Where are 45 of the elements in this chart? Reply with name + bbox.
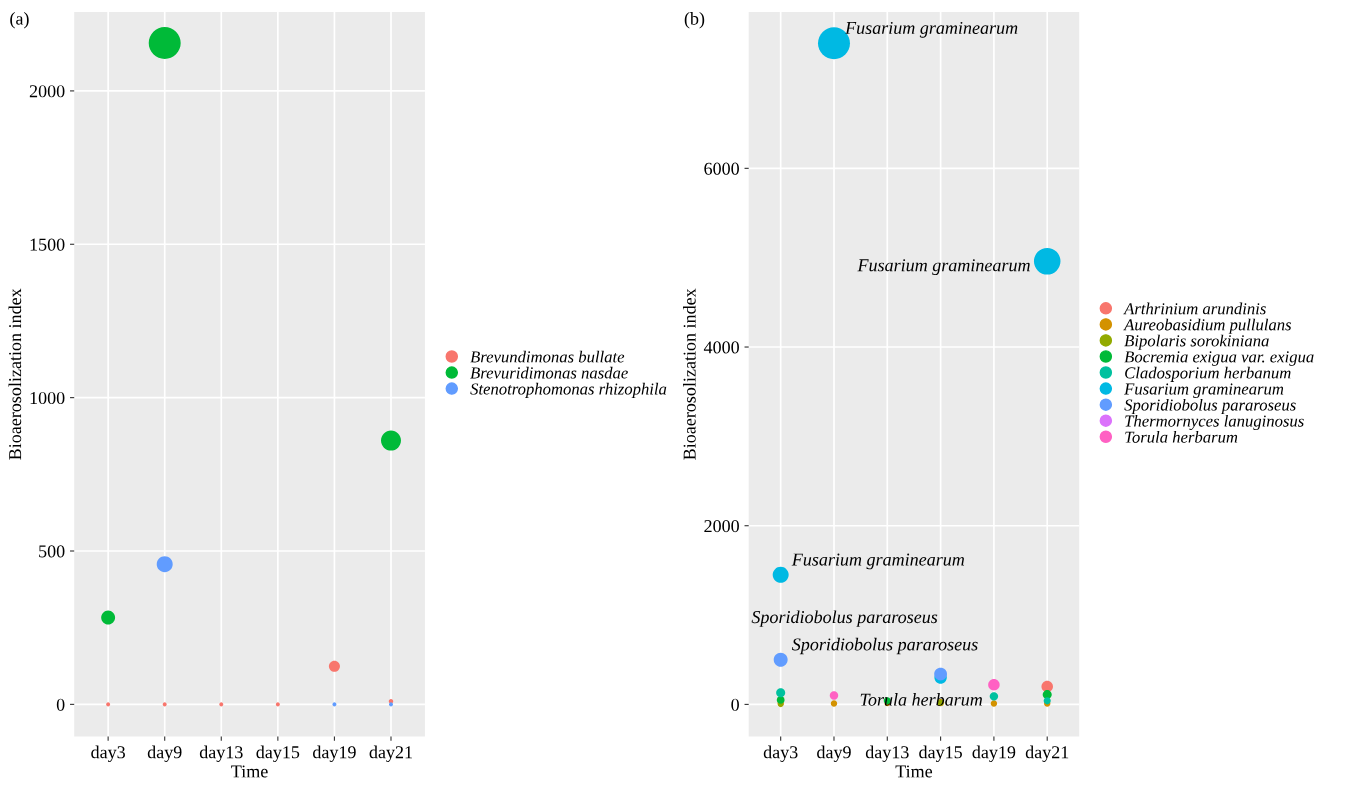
x-axis-title: Time [895,765,933,778]
y-tick-label: 2000 [704,519,739,533]
x-axis-title: Time [231,765,268,778]
y-tick-label: 0 [56,698,65,711]
legend-label: Arthrinium arundinis [1123,302,1266,315]
legend-label: Cladosporium herbanum [1125,366,1291,382]
y-tick-label: 0 [731,698,739,711]
annotation: Sporidiobolus pararoseus [751,610,938,627]
legend-label: Aureobasidium pullulans [1123,318,1292,334]
y-tick-label: 500 [39,545,65,558]
x-tick-label: day21 [369,745,412,763]
legend-label: Brevuridimonas nasdae [470,366,628,379]
x-tick-label: day13 [865,745,909,763]
chart-title: (b) [684,12,705,29]
x-tick-label: day19 [313,745,356,763]
chart-title: (a) [10,12,29,29]
y-axis-title: Bioaerosolization index [8,288,22,460]
legend-label: Sporidiobolus pararoseus [1124,398,1296,415]
x-tick-label: day9 [817,745,851,763]
y-tick-label: 6000 [704,162,739,175]
legend-label: Bocremia exigua var. exigua [1124,351,1314,366]
legend-label: Fusarium graminearum [1124,383,1284,398]
x-tick-label: day15 [919,745,962,763]
legend-label: Thermornyces lanuginosus [1125,414,1304,431]
legend-label: Brevundimonas bullate [470,350,625,363]
x-tick-label: day9 [147,745,182,763]
annotation: Torula herbarum [860,693,983,706]
y-tick-label: 1500 [30,238,65,251]
annotation: Fusarium graminearum [857,259,1030,275]
legend-label: Bipolaris sorokiniana [1124,334,1269,350]
y-tick-label: 1000 [30,391,65,405]
y-tick-label: 4000 [703,341,739,354]
x-tick-label: day13 [199,745,243,763]
annotation: Fusarium graminearum [791,553,965,570]
x-tick-label: day3 [763,745,798,763]
x-tick-label: day3 [91,745,125,763]
legend-label: Stenotrophomonas rhizophila [470,382,667,398]
annotation: Sporidiobolus pararoseus [792,637,978,655]
annotation: Fusarium graminearum [845,21,1018,38]
y-tick-label: 2000 [29,85,65,98]
legend-label: Torula herbarum [1125,431,1238,443]
x-tick-label: day19 [972,745,1016,763]
y-axis-title: Bioaerosolization index [683,288,696,460]
x-tick-label: day15 [256,745,300,763]
x-tick-label: day21 [1025,745,1069,763]
